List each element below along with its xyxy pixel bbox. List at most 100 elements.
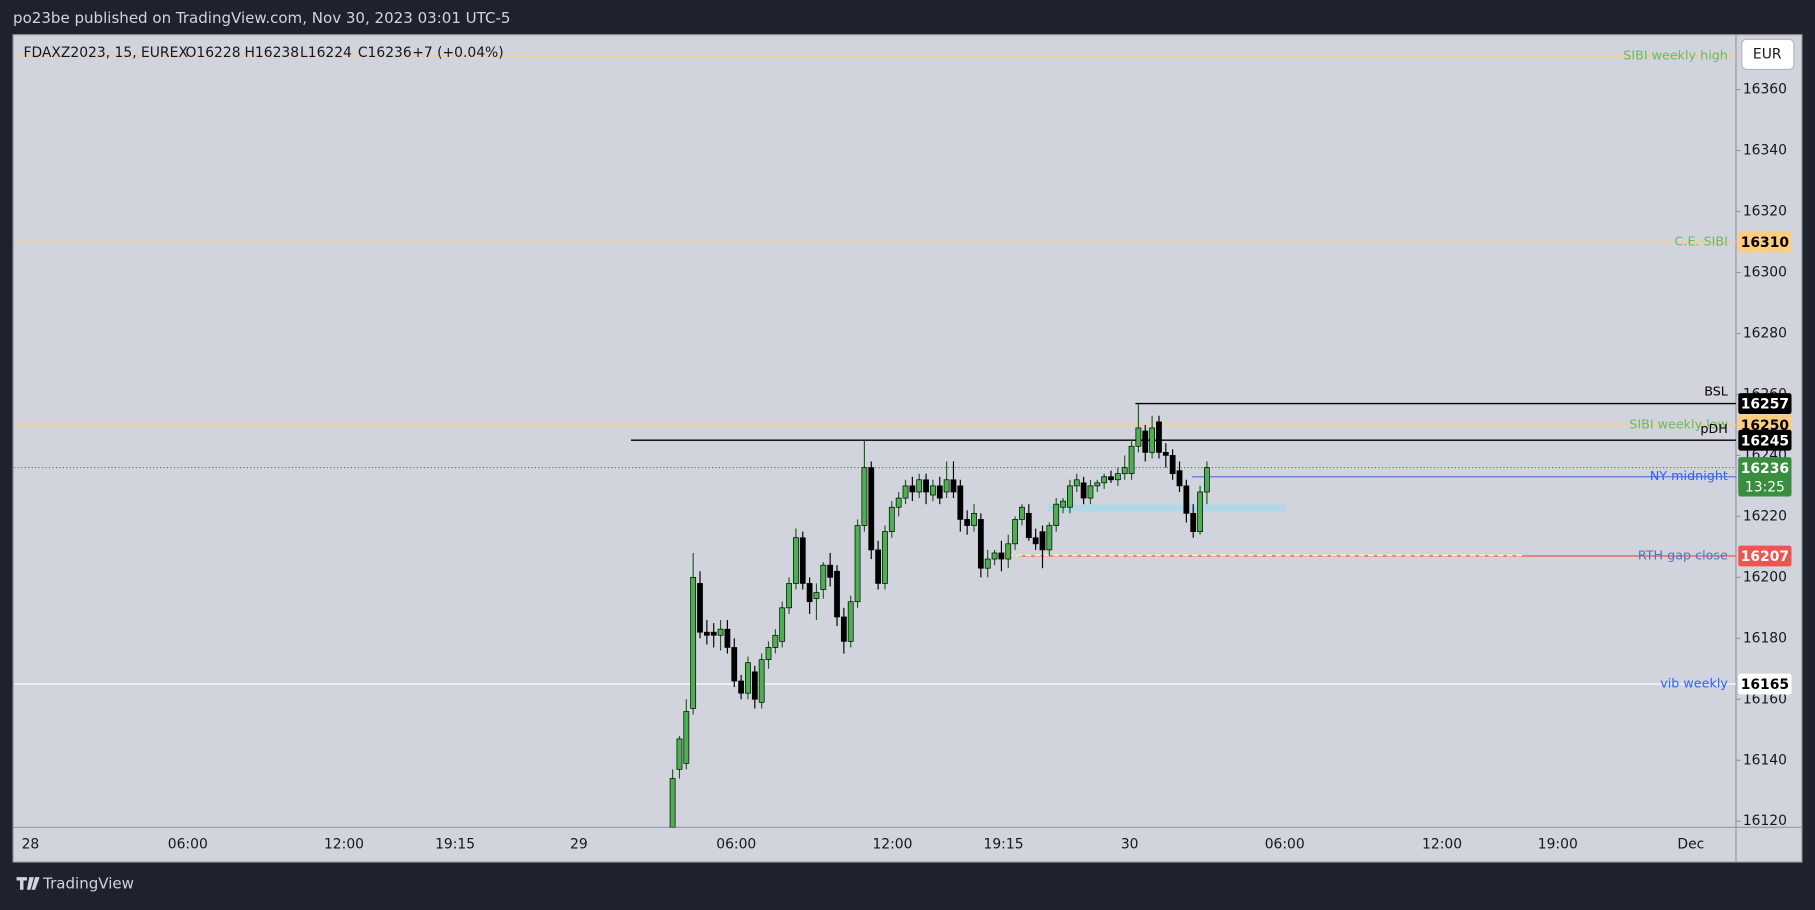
candle-body — [1046, 525, 1053, 551]
candle-body — [793, 537, 799, 584]
candle-body — [971, 512, 977, 526]
x-tick-label: 19:15 — [435, 837, 475, 853]
candle-body — [820, 564, 827, 590]
price-box — [1738, 429, 1792, 451]
y-tick-label: 16280 — [1743, 325, 1787, 341]
candle-body — [1053, 503, 1060, 526]
candle-body — [991, 552, 998, 560]
candle-body — [1204, 467, 1210, 493]
candle-body — [1025, 512, 1032, 539]
y-tick-label: 16160 — [1743, 691, 1787, 707]
x-tick-label: 12:00 — [1422, 837, 1462, 853]
level-label: pDH — [1700, 421, 1727, 436]
y-tick-label: 16220 — [1743, 508, 1787, 524]
ohlc-value: C16236 — [358, 45, 412, 61]
candle-body — [690, 576, 697, 709]
candle-body — [1183, 485, 1190, 514]
candle-body — [1101, 476, 1108, 484]
candle-body — [902, 485, 909, 499]
candle-body — [854, 525, 861, 603]
ohlc-value: L16224 — [300, 45, 352, 61]
candle-body — [724, 628, 731, 648]
candle-body — [875, 549, 882, 584]
candle-body — [1080, 482, 1087, 499]
candle-body — [1087, 485, 1094, 499]
candle-body — [731, 647, 738, 682]
candle-body — [676, 738, 683, 770]
candle-body — [923, 479, 929, 493]
x-tick-label: 28 — [22, 837, 40, 853]
candle-body — [882, 531, 888, 584]
ohlc-value: H16238 — [244, 45, 299, 61]
last-price-box — [1738, 457, 1792, 497]
candle-body — [751, 671, 758, 700]
candle-body — [861, 467, 868, 526]
countdown: 13:25 — [1745, 479, 1785, 495]
candle-body — [738, 680, 745, 694]
candle-body — [1019, 506, 1025, 520]
level-label: C.E. SIBI — [1675, 234, 1728, 249]
candle-body — [697, 583, 703, 633]
price-box-label: 16245 — [1741, 433, 1789, 449]
price-box-label: 16165 — [1741, 677, 1789, 693]
candle-body — [703, 631, 710, 636]
x-tick-label: 06:00 — [716, 837, 756, 853]
level-label: vib weekly — [1660, 676, 1728, 691]
x-tick-label: 12:00 — [324, 837, 364, 853]
candle-body — [936, 485, 943, 499]
candle-body — [1190, 512, 1197, 532]
candle-body — [909, 485, 916, 493]
x-tick-label: 30 — [1121, 837, 1139, 853]
y-tick-label: 16180 — [1743, 630, 1787, 646]
y-tick-label: 16300 — [1743, 264, 1787, 280]
x-tick-label: 19:00 — [1538, 837, 1578, 853]
ohlc-value: +7 (+0.04%) — [412, 45, 503, 61]
x-tick-label: 12:00 — [872, 837, 912, 853]
currency-button[interactable] — [1741, 38, 1795, 71]
candle-body — [1121, 467, 1128, 475]
level-label: BSL — [1704, 384, 1729, 399]
candle-body — [1149, 427, 1156, 453]
x-tick-label: 19:15 — [984, 837, 1024, 853]
price-box — [1738, 673, 1792, 695]
candle-body — [977, 519, 984, 569]
candle-body — [943, 479, 950, 493]
price-box-label: 16310 — [1741, 235, 1789, 251]
ohlc-value: O16228 — [185, 45, 240, 61]
candle-body — [1094, 482, 1101, 487]
candle-body — [895, 497, 902, 508]
tv-logo — [16, 877, 40, 890]
candle-body — [847, 601, 854, 642]
candle-body — [779, 607, 786, 642]
candle-body — [1060, 500, 1066, 508]
candle-body — [1032, 537, 1039, 545]
candle-body — [765, 647, 772, 660]
candle-body — [1012, 519, 1019, 545]
x-tick-label: 06:00 — [1265, 837, 1305, 853]
candle-body — [717, 628, 724, 636]
candle-body — [1039, 531, 1046, 551]
brand: TradingView — [42, 875, 134, 893]
chart-pane — [12, 34, 1803, 863]
candle-body — [840, 616, 847, 642]
candle-body — [827, 564, 834, 578]
candle-body — [1128, 445, 1135, 475]
candle-body — [998, 552, 1005, 560]
currency[interactable]: EUR — [1753, 46, 1782, 62]
candle-body — [1162, 452, 1169, 456]
candle-body — [834, 570, 840, 618]
candle-body — [669, 778, 676, 828]
publish-info: po23be published on TradingView.com, Nov… — [13, 9, 510, 27]
y-tick-label: 16200 — [1743, 569, 1787, 585]
candle-body — [772, 634, 779, 648]
candle-body — [1176, 470, 1183, 487]
candle-body — [758, 659, 765, 703]
level-label: RTH gap close — [1638, 548, 1728, 563]
candle-body — [888, 506, 895, 532]
level-label: SIBI weekly high — [1623, 48, 1728, 63]
x-tick-label: 06:00 — [168, 837, 208, 853]
y-tick-label: 16140 — [1743, 752, 1787, 768]
candle-body — [1067, 485, 1073, 508]
candle-body — [930, 485, 936, 496]
